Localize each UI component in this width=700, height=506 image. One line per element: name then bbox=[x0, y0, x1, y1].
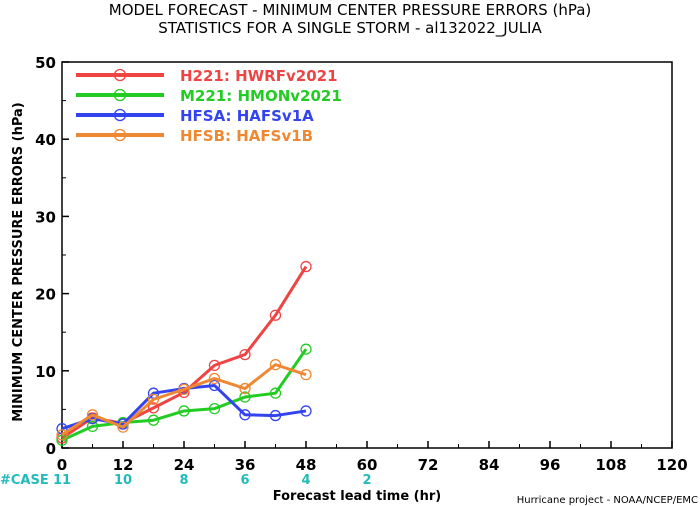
data-point bbox=[86, 420, 99, 433]
data-point bbox=[269, 409, 282, 422]
data-point bbox=[147, 414, 160, 426]
data-point bbox=[147, 393, 160, 406]
data-point bbox=[56, 434, 68, 446]
x-axis: 0 12 24 36 48 60 72 84 96 108 120 bbox=[57, 441, 688, 474]
y-tick-label: 40 bbox=[35, 131, 56, 149]
data-point bbox=[239, 409, 251, 421]
y-tick-label: 50 bbox=[35, 54, 56, 72]
legend-marker bbox=[113, 68, 127, 82]
case-count-value: 10 bbox=[114, 473, 132, 488]
data-point bbox=[269, 309, 282, 321]
x-tick-label: 60 bbox=[357, 456, 378, 474]
y-tick-label: 0 bbox=[46, 440, 56, 458]
x-tick-label: 36 bbox=[235, 456, 256, 474]
legend-marker bbox=[113, 128, 127, 142]
x-tick-label: 0 bbox=[57, 456, 67, 474]
legend-label: M221: HMONv2021 bbox=[180, 87, 342, 105]
y-tick-label: 20 bbox=[35, 286, 56, 304]
y-tick-label: 30 bbox=[35, 208, 56, 226]
chart-title: MODEL FORECAST - MINIMUM CENTER PRESSURE… bbox=[109, 1, 592, 19]
data-point bbox=[208, 372, 221, 385]
data-point bbox=[147, 402, 160, 414]
chart-subtitle: STATISTICS FOR A SINGLE STORM - al132022… bbox=[158, 19, 542, 38]
data-point bbox=[269, 387, 282, 399]
data-point bbox=[178, 383, 190, 395]
legend: H221: HWRFv2021 M221: HMONv2021 HFSA: HAFS… bbox=[76, 67, 342, 145]
data-point bbox=[300, 343, 312, 355]
case-count-label: #CASE bbox=[0, 473, 49, 488]
x-tick-label: 72 bbox=[418, 456, 439, 474]
data-point bbox=[208, 379, 221, 392]
case-counts: 11 10 8 6 4 2 bbox=[53, 473, 372, 488]
data-point bbox=[239, 382, 251, 395]
series-layer bbox=[56, 260, 312, 446]
data-point bbox=[117, 421, 129, 433]
y-axis-title: MINIMUM CENTER PRESSURE ERRORS (hPa) bbox=[11, 102, 26, 422]
legend-label: HFSA: HAFSv1A bbox=[180, 107, 314, 125]
legend-label: HFSB: HAFSv1B bbox=[180, 127, 313, 145]
x-axis-title: Forecast lead time (hr) bbox=[273, 489, 441, 504]
legend-marker bbox=[113, 88, 127, 102]
data-point bbox=[300, 369, 312, 381]
y-axis: 0 10 20 30 40 50 bbox=[35, 54, 69, 458]
data-point bbox=[300, 405, 312, 417]
legend-label: H221: HWRFv2021 bbox=[180, 67, 338, 85]
x-tick-label: 108 bbox=[595, 456, 626, 474]
x-tick-label: 12 bbox=[113, 456, 134, 474]
plot-frame bbox=[61, 61, 673, 449]
series-line bbox=[61, 363, 307, 437]
legend-item: HFSB: HAFSv1B bbox=[76, 127, 313, 145]
data-point bbox=[300, 260, 312, 273]
case-count-value: 8 bbox=[179, 473, 188, 488]
case-count-value: 4 bbox=[301, 473, 310, 488]
x-tick-label: 120 bbox=[656, 456, 687, 474]
series-1 bbox=[56, 343, 312, 446]
data-point bbox=[239, 348, 251, 361]
x-tick-label: 84 bbox=[479, 456, 500, 474]
data-point bbox=[86, 409, 99, 421]
data-point bbox=[178, 405, 190, 417]
legend-item: HFSA: HAFSv1A bbox=[76, 107, 314, 125]
legend-item: H221: HWRFv2021 bbox=[76, 67, 338, 85]
series-line bbox=[61, 348, 308, 442]
case-count-value: 11 bbox=[53, 473, 71, 488]
x-tick-label: 96 bbox=[540, 456, 561, 474]
x-tick-label: 48 bbox=[296, 456, 317, 474]
data-point bbox=[208, 402, 221, 415]
data-point bbox=[239, 391, 251, 403]
x-tick-label: 24 bbox=[174, 456, 195, 474]
data-point bbox=[208, 359, 221, 372]
series-3 bbox=[56, 358, 312, 441]
case-count-value: 6 bbox=[240, 473, 249, 488]
case-count-value: 2 bbox=[362, 473, 371, 488]
data-point bbox=[56, 429, 68, 441]
y-tick-label: 10 bbox=[35, 363, 56, 381]
legend-marker bbox=[113, 108, 127, 122]
credit-text: Hurricane project - NOAA/NCEP/EMC bbox=[517, 495, 698, 506]
legend-item: M221: HMONv2021 bbox=[76, 87, 342, 105]
data-point bbox=[269, 358, 282, 371]
